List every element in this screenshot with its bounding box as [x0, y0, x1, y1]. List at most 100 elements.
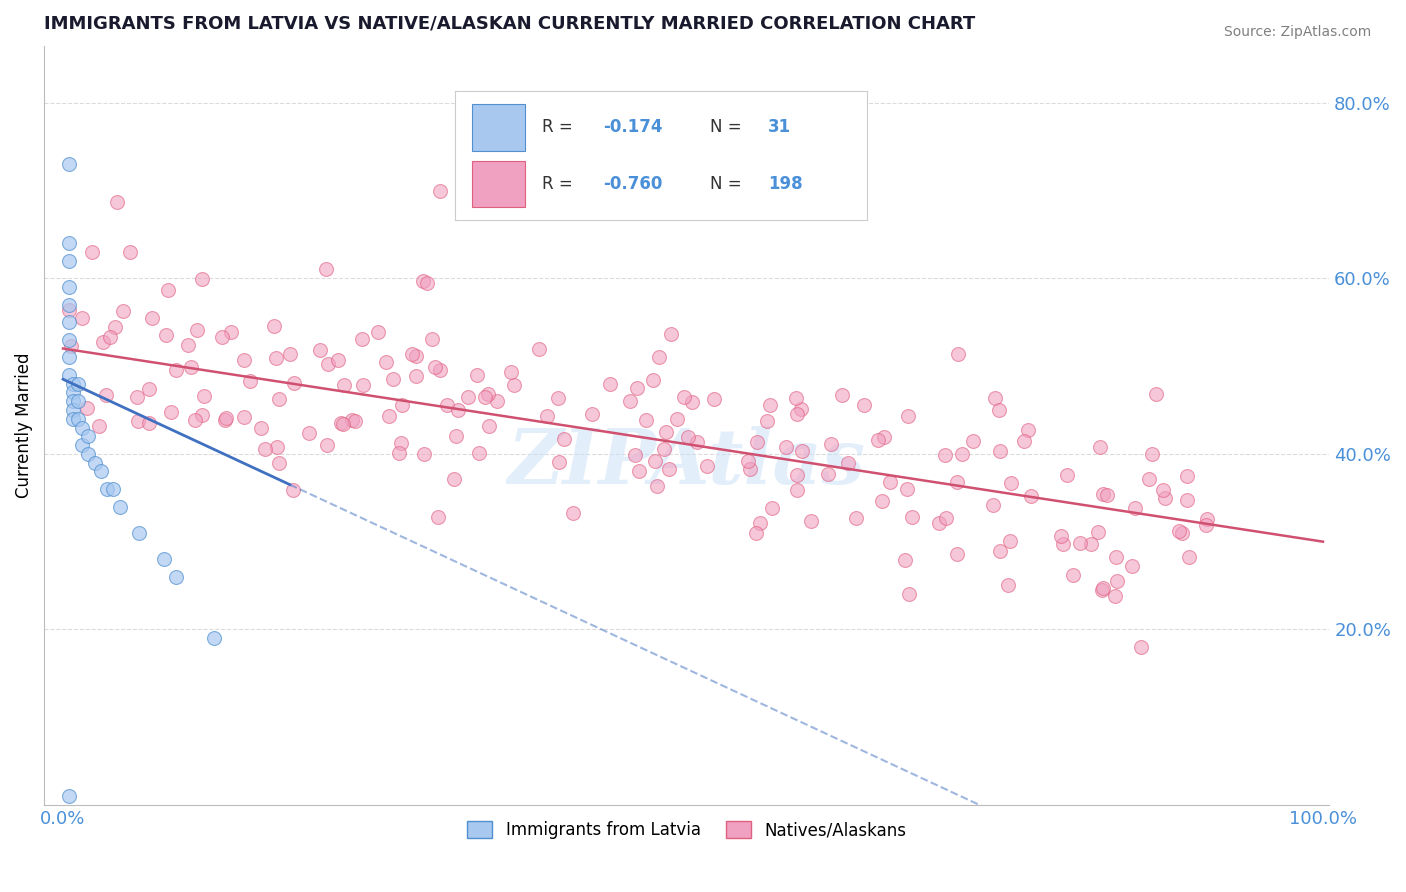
Point	[738, 462, 761, 476]
Point	[388, 446, 411, 460]
Point	[165, 363, 187, 377]
Point	[983, 391, 1005, 405]
Point	[447, 402, 470, 417]
Point	[215, 410, 238, 425]
Point	[465, 368, 488, 382]
Point	[624, 448, 647, 462]
Point	[426, 510, 449, 524]
Point	[382, 372, 405, 386]
Point	[138, 383, 160, 397]
Point	[628, 463, 651, 477]
Point	[673, 390, 696, 404]
Point	[547, 391, 569, 405]
Point	[981, 498, 1004, 512]
Point	[405, 368, 427, 383]
Point	[104, 320, 127, 334]
Point	[1017, 423, 1039, 437]
Point	[283, 483, 305, 498]
Point	[1000, 533, 1022, 548]
Point	[58, 157, 80, 171]
Point	[58, 236, 80, 251]
Point	[90, 465, 112, 479]
Point	[429, 363, 451, 377]
Point	[58, 333, 80, 347]
Text: IMMIGRANTS FROM LATVIA VS NATIVE/ALASKAN CURRENTLY MARRIED CORRELATION CHART: IMMIGRANTS FROM LATVIA VS NATIVE/ALASKAN…	[44, 15, 976, 33]
Point	[866, 433, 889, 447]
Point	[474, 390, 496, 404]
Point	[249, 421, 271, 435]
Point	[202, 631, 225, 645]
Point	[180, 360, 202, 375]
Point	[1095, 487, 1118, 501]
Point	[745, 434, 768, 449]
Point	[77, 447, 100, 461]
Point	[1087, 525, 1109, 540]
Point	[58, 253, 80, 268]
Point	[266, 440, 288, 454]
Point	[703, 392, 725, 406]
Point	[232, 352, 254, 367]
Point	[186, 323, 208, 337]
Point	[852, 398, 875, 412]
Point	[91, 335, 114, 350]
Point	[1091, 582, 1114, 597]
Point	[934, 448, 956, 462]
Point	[786, 407, 808, 421]
Point	[269, 392, 291, 407]
Point	[477, 387, 499, 401]
Point	[478, 419, 501, 434]
Point	[1062, 567, 1084, 582]
Point	[58, 351, 80, 365]
Point	[98, 330, 121, 344]
Point	[155, 327, 177, 342]
Point	[1167, 524, 1189, 539]
Point	[269, 456, 291, 470]
Point	[946, 346, 969, 360]
Point	[60, 339, 83, 353]
Point	[1069, 536, 1091, 550]
Point	[1152, 483, 1174, 497]
Point	[62, 394, 84, 409]
Point	[58, 368, 80, 382]
Point	[831, 388, 853, 402]
Point	[879, 475, 901, 489]
Point	[817, 467, 839, 482]
Point	[665, 412, 688, 426]
Point	[423, 359, 446, 374]
Point	[820, 437, 842, 451]
Point	[214, 413, 236, 427]
Point	[94, 387, 117, 401]
Point	[96, 482, 118, 496]
Point	[1049, 529, 1071, 543]
Point	[1105, 550, 1128, 565]
Point	[1091, 581, 1114, 595]
Point	[377, 409, 399, 424]
Point	[581, 407, 603, 421]
Point	[1137, 472, 1160, 486]
Point	[111, 304, 134, 318]
Point	[444, 428, 467, 442]
Point	[89, 419, 111, 434]
Point	[761, 501, 783, 516]
Point	[211, 330, 233, 344]
Point	[658, 461, 681, 475]
Point	[997, 578, 1019, 592]
Point	[58, 280, 80, 294]
Point	[1080, 537, 1102, 551]
Point	[681, 394, 703, 409]
Point	[599, 376, 621, 391]
Point	[153, 552, 176, 566]
Point	[436, 398, 458, 412]
Point	[193, 389, 215, 403]
Point	[946, 475, 969, 489]
Point	[748, 516, 770, 531]
Point	[70, 420, 93, 434]
Point	[1012, 434, 1035, 449]
Point	[676, 430, 699, 444]
Point	[945, 547, 967, 561]
Point	[1104, 590, 1126, 604]
Point	[987, 402, 1010, 417]
Point	[443, 472, 465, 486]
Point	[896, 483, 918, 497]
Point	[391, 398, 413, 412]
